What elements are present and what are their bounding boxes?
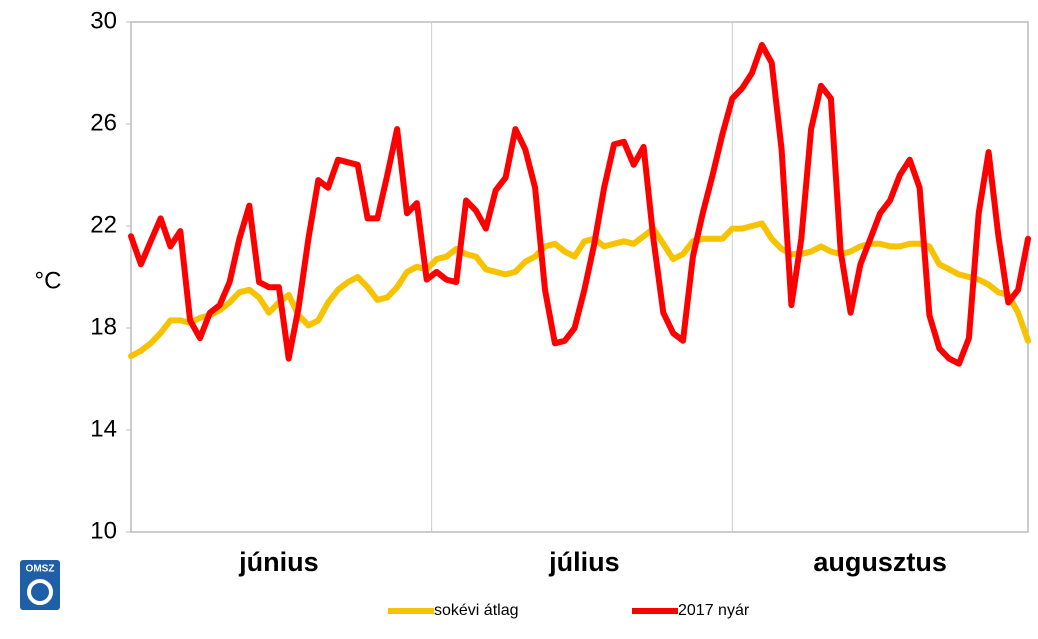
y-tick-label: 10 <box>90 517 117 544</box>
x-tick-label: július <box>548 547 620 577</box>
y-tick-label: 26 <box>90 109 117 136</box>
y-tick-label: 30 <box>90 7 117 34</box>
y-tick-label: 22 <box>90 211 117 238</box>
series-line <box>128 220 1031 360</box>
logo: OMSZ <box>20 560 60 610</box>
plot-frame <box>130 21 1029 533</box>
logo-text: OMSZ <box>26 564 55 575</box>
y-tick-label: 18 <box>90 313 117 340</box>
x-tick-label: június <box>238 547 319 577</box>
legend-label: 2017 nyár <box>678 602 750 619</box>
logo-swirl <box>27 579 53 605</box>
x-tick-label: augusztus <box>813 547 947 577</box>
series-line <box>128 41 1031 367</box>
y-tick-label: 14 <box>90 415 117 442</box>
y-axis-label: °C <box>35 267 62 294</box>
legend-label: sokévi átlag <box>434 602 519 619</box>
